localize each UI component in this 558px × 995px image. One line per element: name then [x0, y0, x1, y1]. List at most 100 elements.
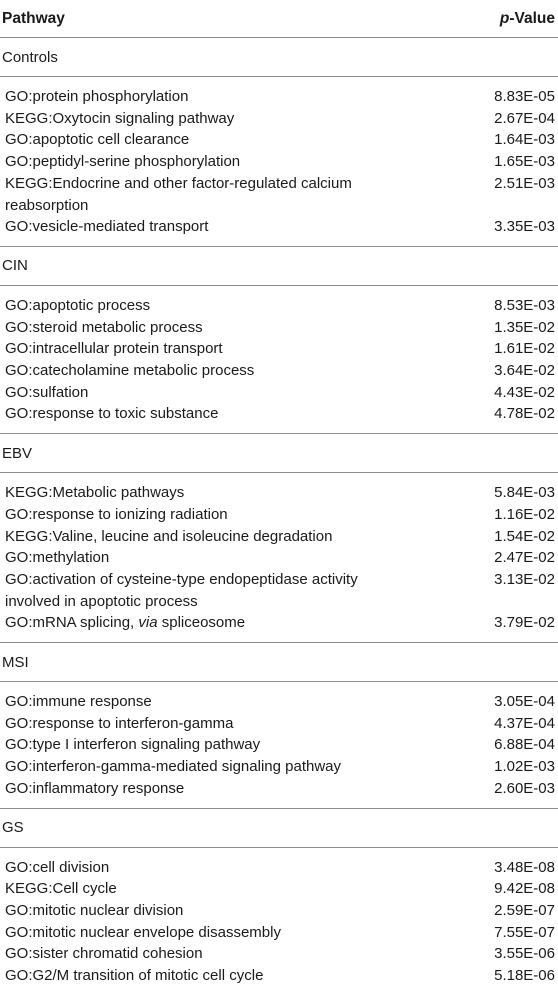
table-row: GO:inflammatory response 2.60E-03: [0, 778, 558, 800]
table-row: GO:immune response 3.05E-04: [0, 691, 558, 713]
pathway-name: GO:response to toxic substance: [5, 405, 219, 423]
p-value: 3.35E-03: [494, 218, 555, 236]
pathway-name: GO:type I interferon signaling pathway: [5, 736, 261, 754]
pathway-name: KEGG:Endocrine and other factor-regulate…: [5, 174, 352, 214]
table-row: GO:response to toxic substance 4.78E-02: [0, 403, 558, 425]
p-value: 1.61E-02: [494, 340, 555, 358]
pathway-name: GO:intracellular protein transport: [5, 340, 223, 358]
pathway-name-part: GO:mRNA splicing,: [5, 614, 139, 632]
table-row: KEGG:Endocrine and other factor-regulate…: [0, 173, 558, 216]
p-value: 5.84E-03: [494, 484, 555, 502]
pathway-name: GO:immune response: [5, 693, 152, 711]
p-value: 8.53E-03: [494, 296, 555, 314]
group-title: MSI: [0, 643, 558, 683]
table-row: GO:sulfation 4.43E-02: [0, 382, 558, 404]
p-value: 6.88E-04: [494, 736, 555, 754]
group-title: Controls: [0, 38, 558, 77]
table-row: GO:G2/M transition of mitotic cell cycle…: [0, 965, 558, 987]
p-value: 4.37E-04: [494, 714, 555, 732]
p-value: 2.59E-07: [494, 901, 555, 919]
p-value: 4.78E-02: [494, 405, 555, 423]
table-row: GO:mRNA splicing, via spliceosome 3.79E-0…: [0, 612, 558, 634]
group-title: EBV: [0, 434, 558, 474]
group-rows: GO:immune response 3.05E-04 GO:response to…: [0, 682, 558, 809]
table-row: GO:apoptotic cell clearance 1.64E-03: [0, 129, 558, 151]
p-value: 2.51E-03: [494, 174, 555, 192]
table-row: GO:cell division 3.48E-08: [0, 857, 558, 879]
p-value: 7.55E-07: [494, 923, 555, 941]
pathway-name: GO:steroid metabolic process: [5, 318, 203, 336]
pathway-name: GO:peptidyl-serine phosphorylation: [5, 153, 241, 171]
table-row: GO:steroid metabolic process 1.35E-02: [0, 317, 558, 339]
pathway-name: GO:protein phosphorylation: [5, 88, 189, 105]
pathway-name: GO:inflammatory response: [5, 779, 185, 797]
pathway-name: GO:sulfation: [5, 383, 89, 401]
table-row: GO:methylation 2.47E-02: [0, 547, 558, 569]
p-value: 1.54E-02: [494, 527, 555, 545]
pathway-name-part: via: [138, 614, 158, 632]
p-value: 3.13E-02: [494, 570, 555, 588]
pathway-name: GO:cell division: [5, 858, 110, 876]
pvalue-column-header: p-Value: [500, 10, 555, 28]
pvalue-header-prefix: p: [499, 9, 510, 27]
pathway-name: GO:apoptotic process: [5, 296, 151, 314]
pathway-name: GO:vesicle-mediated transport: [5, 218, 209, 236]
table-header: Pathway p-Value: [0, 0, 558, 38]
table-row: GO:sister chromatid cohesion 3.55E-06: [0, 943, 558, 965]
pathway-name: GO:methylation: [5, 549, 110, 567]
table-row: GO:response to interferon-gamma 4.37E-04: [0, 713, 558, 735]
p-value: 1.02E-03: [494, 758, 555, 776]
pathway-name: GO:mRNA splicing, via spliceosome: [5, 612, 245, 634]
pathway-name: KEGG:Cell cycle: [5, 880, 117, 898]
p-value: 1.65E-03: [494, 153, 555, 171]
p-value: 2.67E-04: [494, 109, 555, 127]
pathway-name: GO:sister chromatid cohesion: [5, 945, 203, 963]
table-row: GO:intracellular protein transport 1.61E-…: [0, 338, 558, 360]
table-row: KEGG:Valine, leucine and isoleucine degr…: [0, 526, 558, 548]
pathway-name: GO:interferon-gamma-mediated signaling p…: [5, 758, 341, 776]
p-value: 5.18E-06: [494, 967, 555, 985]
pathway-name: GO:G2/M transition of mitotic cell cycle: [5, 967, 264, 985]
pathway-name-part: spliceosome: [157, 614, 246, 632]
table-row: GO:interferon-gamma-mediated signaling p…: [0, 756, 558, 778]
p-value: 8.83E-05: [494, 88, 555, 105]
table-row: GO:vesicle-mediated transport 3.35E-03: [0, 216, 558, 238]
table-row: GO:apoptotic process 8.53E-03: [0, 295, 558, 317]
p-value: 3.48E-08: [494, 858, 555, 876]
pathway-name: GO:mitotic nuclear envelope disassembly: [5, 923, 281, 941]
p-value: 1.16E-02: [494, 505, 555, 523]
table-row: GO:protein phosphorylation 8.83E-05: [0, 86, 558, 108]
pathway-name: GO:catecholamine metabolic process: [5, 362, 255, 380]
table-row: GO:activation of cysteine-type endopepti…: [0, 569, 558, 612]
pathway-column-header: Pathway: [2, 9, 65, 27]
table-row: GO:catecholamine metabolic process 3.64E-…: [0, 360, 558, 382]
group-title: CIN: [0, 247, 558, 286]
table-row: KEGG:Cell cycle 9.42E-08: [0, 878, 558, 900]
p-value: 2.60E-03: [494, 779, 555, 797]
table-row: GO:peptidyl-serine phosphorylation 1.65E-…: [0, 151, 558, 173]
p-value: 1.35E-02: [494, 318, 555, 336]
table-row: KEGG:Oxytocin signaling pathway 2.67E-04: [0, 108, 558, 130]
p-value: 1.64E-03: [494, 131, 555, 149]
pathway-name: GO:apoptotic cell clearance: [5, 131, 190, 149]
table-row: KEGG:Metabolic pathways 5.84E-03: [0, 482, 558, 504]
pathway-name: KEGG:Oxytocin signaling pathway: [5, 109, 235, 127]
pathway-name: KEGG:Valine, leucine and isoleucine degr…: [5, 527, 333, 545]
p-value: 2.47E-02: [494, 549, 555, 567]
pathway-name: GO:response to ionizing radiation: [5, 505, 228, 523]
pvalue-header-suffix: -Value: [509, 9, 555, 27]
table-row: GO:response to ionizing radiation 1.16E-0…: [0, 504, 558, 526]
group-rows: GO:apoptotic process 8.53E-03 GO:steroid m…: [0, 286, 558, 435]
table-body: Controls GO:protein phosphorylation 8.83E-…: [0, 38, 558, 995]
pathway-name: GO:activation of cysteine-type endopepti…: [5, 570, 358, 610]
p-value: 4.43E-02: [494, 383, 555, 401]
group-rows: GO:protein phosphorylation 8.83E-05 KEGG:O…: [0, 77, 558, 247]
group-rows: GO:cell division 3.48E-08 KEGG:Cell cycle 9…: [0, 848, 558, 995]
p-value: 3.64E-02: [494, 362, 555, 380]
p-value: 3.55E-06: [494, 945, 555, 963]
table-row: GO:mitotic nuclear envelope disassembly 7…: [0, 922, 558, 944]
pathway-name: GO:response to interferon-gamma: [5, 714, 234, 732]
group-title: GS: [0, 809, 558, 848]
p-value: 3.05E-04: [494, 693, 555, 711]
